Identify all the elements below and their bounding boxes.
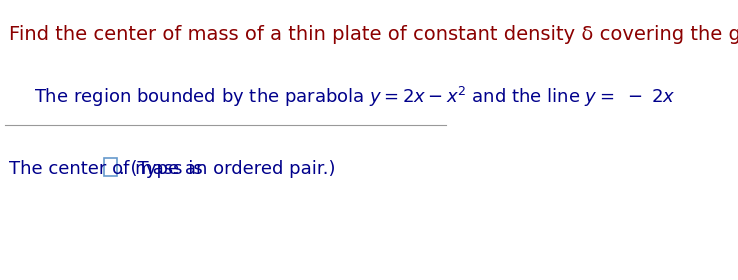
Text: The center of mass is: The center of mass is: [9, 160, 203, 178]
Bar: [104, 158, 117, 176]
Text: . (Type an ordered pair.): . (Type an ordered pair.): [119, 160, 336, 178]
Text: The region bounded by the parabola $y = 2x - x^2$ and the line $y =\ -\ 2x$: The region bounded by the parabola $y = …: [34, 85, 675, 109]
Text: Find the center of mass of a thin plate of constant density δ covering the given: Find the center of mass of a thin plate …: [9, 25, 738, 44]
